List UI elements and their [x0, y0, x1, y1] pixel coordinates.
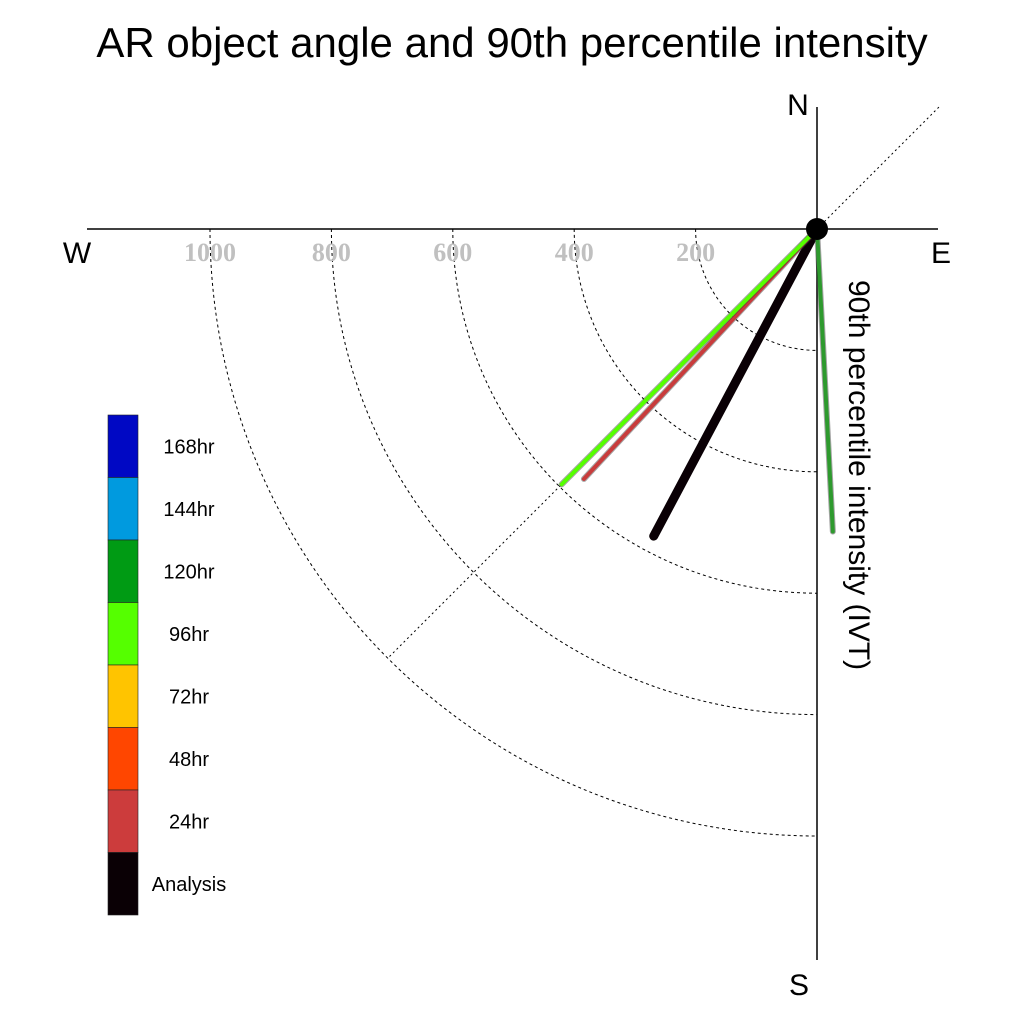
legend-label-96hr: 96hr: [169, 624, 209, 646]
legend-swatch-analysis: [107, 852, 139, 916]
legend-swatch-96hr: [107, 602, 139, 666]
origin-dot: [806, 218, 828, 240]
vectors: [558, 224, 836, 541]
legend-label-168hr: 168hr: [163, 436, 214, 458]
tick-label-800: 800: [312, 238, 351, 267]
legend-label-144hr: 144hr: [163, 499, 214, 521]
grid: [209, 105, 941, 837]
legend-swatch-48hr: [107, 727, 139, 791]
grid-circle-200: [695, 228, 818, 351]
compass-east: E: [931, 237, 951, 270]
grid-circle-600: [452, 228, 818, 594]
radial-tick-labels: 200 400 600 800 1000: [184, 238, 715, 267]
legend-swatch-144hr: [107, 477, 139, 541]
grid-circle-800: [330, 228, 818, 716]
legend: 168hr 144hr 120hr 96hr 72hr 48hr 24hr Analysis: [107, 414, 226, 916]
legend-label-72hr: 72hr: [169, 686, 209, 708]
legend-label-48hr: 48hr: [169, 749, 209, 771]
legend-label-analysis: Analysis: [152, 874, 226, 896]
chart-title: AR object angle and 90th percentile inte…: [96, 19, 927, 66]
vector-120hr: [815, 227, 835, 534]
grid-circle-1000: [209, 228, 818, 837]
legend-swatch-168hr: [107, 414, 139, 478]
tick-label-200: 200: [676, 238, 715, 267]
tick-label-400: 400: [555, 238, 594, 267]
legend-swatch-72hr: [107, 664, 139, 728]
legend-swatch-120hr: [107, 539, 139, 603]
grid-circle-400: [573, 228, 818, 473]
tick-label-600: 600: [433, 238, 472, 267]
vector-analysis: [649, 224, 822, 541]
vector-96hr: [559, 227, 819, 487]
legend-swatch-24hr: [107, 789, 139, 853]
legend-label-24hr: 24hr: [169, 811, 209, 833]
tick-label-1000: 1000: [184, 238, 236, 267]
compass-south: S: [789, 969, 809, 1002]
compass-north: N: [787, 89, 809, 122]
legend-label-120hr: 120hr: [163, 561, 214, 583]
compass-west: W: [63, 237, 92, 270]
y-axis-label: 90th percentile intensity (IVT): [842, 280, 875, 670]
